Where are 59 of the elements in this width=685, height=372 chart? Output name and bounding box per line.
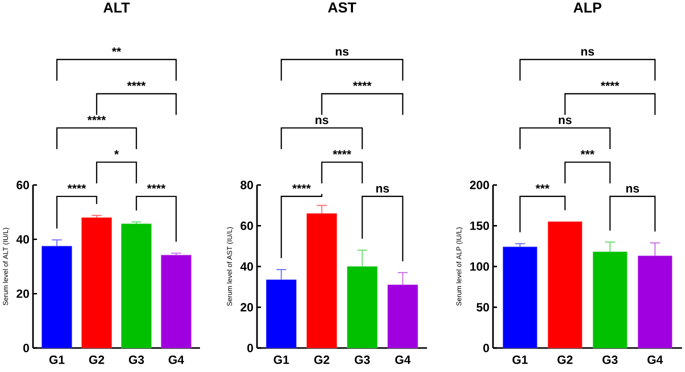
bar	[388, 284, 418, 348]
text: ns	[581, 49, 594, 56]
x-tick-label: G1	[49, 356, 64, 364]
chart-title: AST	[328, 2, 356, 12]
annotation: ****	[146, 184, 166, 189]
text: ****	[332, 150, 352, 155]
y-tick-label: 0	[247, 344, 253, 352]
text: ***	[580, 150, 594, 155]
text: ns	[558, 118, 572, 124]
annotation: ****	[292, 184, 311, 189]
annotation: ns	[376, 186, 389, 193]
chart-title: ALP	[574, 2, 602, 12]
y-tick-label: 60	[16, 180, 29, 190]
text: ****	[600, 82, 620, 86]
x-tick-label: G1	[274, 356, 289, 364]
text: ns	[316, 118, 328, 124]
bar	[42, 246, 72, 348]
bar	[638, 256, 672, 348]
x-tick-label: G4	[648, 356, 663, 364]
bar	[160, 254, 192, 348]
y-tick-label: 20	[16, 289, 29, 298]
y-tick-label: 40	[16, 235, 29, 244]
annotation: ***	[536, 184, 550, 189]
bar	[502, 246, 538, 348]
text: ****	[352, 82, 372, 86]
chart-title: ALT	[103, 2, 130, 13]
y-tick-label: 200	[470, 180, 489, 190]
bar	[266, 280, 296, 348]
bar	[347, 266, 378, 348]
text: *	[114, 150, 119, 155]
x-tick-label: G1	[512, 356, 528, 364]
x-tick-label: G3	[602, 356, 618, 364]
y-tick-label: 80	[240, 180, 253, 190]
bar	[81, 217, 112, 348]
y-tick-label: 150	[470, 222, 489, 230]
y-tick-label: 20	[240, 303, 253, 312]
x-tick-label: G2	[558, 356, 573, 364]
y-tick-label: 0	[483, 344, 489, 352]
x-tick-label: G4	[168, 356, 184, 364]
x-tick-label: G3	[354, 356, 370, 364]
bar	[592, 252, 628, 348]
text: ns	[336, 49, 348, 56]
y-tick-label: 40	[240, 262, 253, 271]
bar	[548, 221, 582, 348]
annotation: ns	[626, 186, 639, 193]
y-tick-label: 60	[240, 222, 253, 230]
bar	[121, 224, 152, 348]
y-tick-label: 50	[476, 303, 489, 312]
annotation: ****	[67, 184, 86, 189]
text: ****	[87, 116, 106, 120]
bar	[306, 213, 337, 348]
x-tick-label: G4	[395, 356, 411, 364]
text: ****	[127, 82, 146, 86]
x-tick-label: G2	[89, 356, 104, 364]
x-tick-label: G2	[314, 356, 330, 364]
x-tick-label: G3	[128, 356, 144, 364]
y-tick-label: 100	[470, 262, 489, 271]
y-tick-label: 0	[23, 344, 29, 352]
text: **	[112, 47, 122, 52]
